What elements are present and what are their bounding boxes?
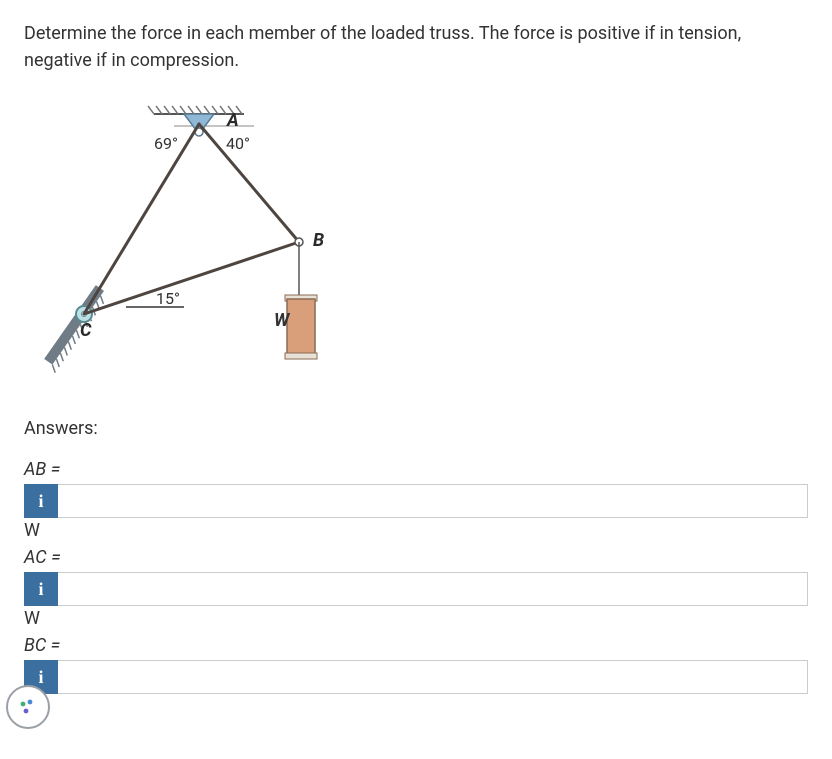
svg-text:15°: 15° xyxy=(156,289,180,308)
svg-text:40°: 40° xyxy=(226,134,250,153)
truss-diagram: W A B C 69° 40° 15° xyxy=(24,94,808,388)
question-text: Determine the force in each member of th… xyxy=(24,20,808,74)
member-label: AC = xyxy=(24,547,808,568)
unit-label: W xyxy=(24,520,808,541)
answers-heading: Answers: xyxy=(24,418,808,439)
input-row: i xyxy=(24,660,808,694)
svg-text:69°: 69° xyxy=(154,134,178,153)
info-button[interactable]: i xyxy=(24,484,58,518)
answer-group: AB = iW xyxy=(24,459,808,541)
input-row: i xyxy=(24,572,808,606)
answer-group: AC = iW xyxy=(24,547,808,629)
unit-label: W xyxy=(24,608,808,629)
answer-group: BC = i xyxy=(24,635,808,694)
answer-input[interactable] xyxy=(58,660,808,694)
answer-input[interactable] xyxy=(58,484,808,518)
member-label: AB = xyxy=(24,459,808,480)
svg-text:B: B xyxy=(313,230,324,251)
input-row: i xyxy=(24,484,808,518)
cookie-settings-button[interactable] xyxy=(6,685,50,729)
svg-text:W: W xyxy=(274,310,291,331)
svg-text:A: A xyxy=(226,110,239,131)
answer-input[interactable] xyxy=(58,572,808,606)
svg-text:C: C xyxy=(80,320,92,341)
info-button[interactable]: i xyxy=(24,572,58,606)
member-label: BC = xyxy=(24,635,808,656)
